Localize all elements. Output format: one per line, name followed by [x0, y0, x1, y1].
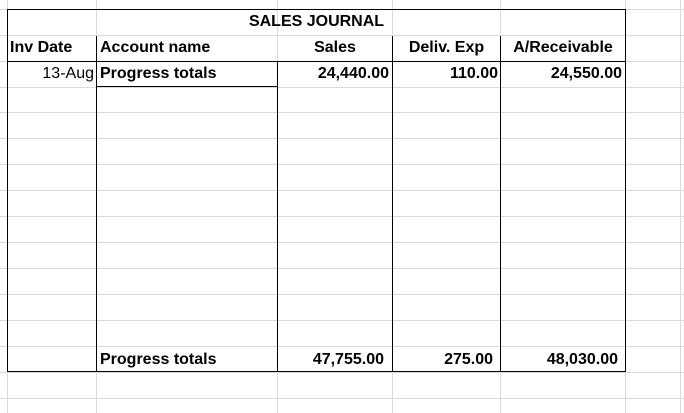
gridline	[0, 87, 684, 88]
header-receivable: A/Receivable	[513, 39, 613, 56]
journal-title: SALES JOURNAL	[248, 13, 385, 30]
gridline	[0, 164, 684, 165]
gridline	[680, 0, 681, 413]
opening-receivable: 24,550.00	[550, 65, 622, 82]
column-separator	[392, 36, 393, 372]
gridline	[0, 320, 684, 321]
gridline	[0, 268, 684, 269]
closing-deliv-exp: 275.00	[444, 351, 493, 368]
border-left	[7, 9, 8, 372]
closing-receivable: 48,030.00	[546, 351, 618, 368]
gridline	[0, 35, 684, 36]
column-separator	[277, 62, 278, 372]
column-separator	[96, 36, 97, 372]
gridline	[0, 112, 684, 113]
border-right	[625, 9, 626, 372]
gridline	[0, 372, 684, 373]
row-border	[96, 86, 278, 87]
opening-deliv-exp: 110.00	[449, 65, 498, 82]
header-deliv-exp: Deliv. Exp	[408, 39, 485, 56]
closing-sales: 47,755.00	[312, 351, 384, 368]
gridline	[0, 190, 684, 191]
opening-sales: 24,440.00	[317, 65, 389, 82]
border-top	[7, 9, 626, 10]
gridline	[0, 216, 684, 217]
header-account-name: Account name	[100, 39, 211, 56]
header-sales: Sales	[314, 39, 356, 56]
header-border	[7, 61, 626, 62]
border-bottom	[7, 371, 626, 372]
gridline	[0, 294, 684, 295]
gridline	[0, 242, 684, 243]
column-separator	[500, 36, 501, 372]
opening-account-name: Progress totals	[100, 65, 217, 82]
gridline	[0, 138, 684, 139]
gridline	[0, 398, 684, 399]
closing-account-name: Progress totals	[100, 351, 217, 368]
opening-inv-date: 13-Aug	[42, 65, 94, 82]
gridline	[0, 346, 684, 347]
header-inv-date: Inv Date	[10, 39, 73, 56]
